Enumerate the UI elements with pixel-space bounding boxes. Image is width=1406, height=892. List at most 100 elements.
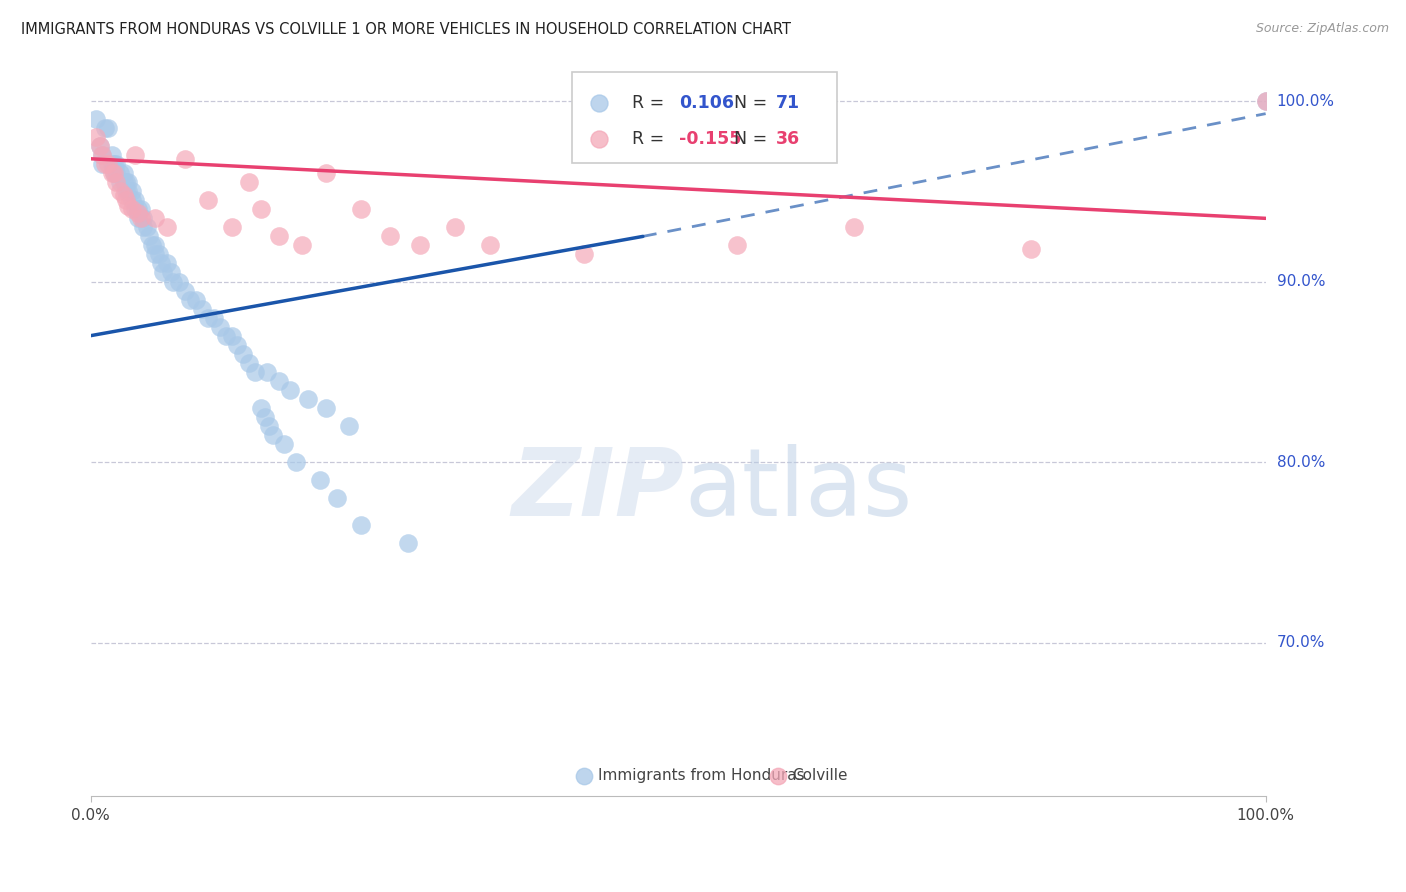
- Point: [127, 211, 149, 226]
- Point: [127, 202, 149, 217]
- Point: [156, 220, 179, 235]
- Text: R =: R =: [633, 94, 671, 112]
- Point: [238, 175, 260, 189]
- Point: [572, 247, 595, 261]
- Point: [162, 275, 184, 289]
- Point: [280, 383, 302, 397]
- Point: [152, 265, 174, 279]
- Text: Immigrants from Honduras: Immigrants from Honduras: [598, 768, 804, 783]
- Point: [115, 194, 138, 208]
- Point: [103, 166, 125, 180]
- FancyBboxPatch shape: [572, 72, 837, 163]
- Point: [89, 139, 111, 153]
- Point: [844, 220, 866, 235]
- Point: [156, 256, 179, 270]
- Point: [221, 220, 243, 235]
- Point: [124, 194, 146, 208]
- Text: 36: 36: [776, 129, 800, 147]
- Point: [588, 268, 610, 282]
- Point: [115, 184, 138, 198]
- Point: [100, 148, 122, 162]
- Point: [238, 356, 260, 370]
- Point: [197, 194, 219, 208]
- Point: [444, 220, 467, 235]
- Point: [150, 256, 173, 270]
- Point: [97, 157, 120, 171]
- Point: [588, 178, 610, 193]
- Point: [103, 166, 125, 180]
- Point: [408, 238, 430, 252]
- Point: [117, 184, 139, 198]
- Text: Source: ZipAtlas.com: Source: ZipAtlas.com: [1256, 22, 1389, 36]
- Text: atlas: atlas: [683, 444, 912, 536]
- Point: [208, 319, 231, 334]
- Point: [121, 184, 143, 198]
- Point: [232, 347, 254, 361]
- Point: [91, 148, 114, 162]
- Point: [262, 428, 284, 442]
- Point: [124, 148, 146, 162]
- Point: [129, 211, 152, 226]
- Point: [93, 157, 115, 171]
- Point: [725, 238, 748, 252]
- Point: [167, 275, 190, 289]
- Point: [91, 148, 114, 162]
- Point: [226, 337, 249, 351]
- Text: ZIP: ZIP: [512, 444, 683, 536]
- Point: [250, 401, 273, 415]
- Point: [86, 130, 108, 145]
- Text: Colville: Colville: [792, 768, 848, 783]
- Point: [173, 152, 195, 166]
- Point: [121, 202, 143, 217]
- Point: [143, 211, 166, 226]
- Point: [337, 419, 360, 434]
- Point: [105, 157, 128, 171]
- Point: [1254, 94, 1277, 108]
- Point: [243, 365, 266, 379]
- Point: [127, 206, 149, 220]
- Point: [326, 491, 349, 505]
- Point: [396, 536, 419, 550]
- Point: [273, 437, 295, 451]
- Point: [124, 202, 146, 217]
- Point: [197, 310, 219, 325]
- Point: [191, 301, 214, 316]
- Text: R =: R =: [633, 129, 671, 147]
- Point: [308, 473, 330, 487]
- Point: [202, 310, 225, 325]
- Point: [103, 157, 125, 171]
- Text: 90.0%: 90.0%: [1277, 274, 1326, 289]
- Point: [132, 220, 155, 235]
- Point: [380, 229, 402, 244]
- Point: [136, 220, 159, 235]
- Point: [108, 175, 131, 189]
- Point: [1254, 94, 1277, 108]
- Point: [100, 166, 122, 180]
- Point: [215, 328, 238, 343]
- Point: [129, 202, 152, 217]
- Text: N =: N =: [723, 129, 772, 147]
- Point: [121, 194, 143, 208]
- Point: [173, 284, 195, 298]
- Point: [91, 157, 114, 171]
- Point: [112, 166, 135, 180]
- Point: [108, 166, 131, 180]
- Point: [105, 175, 128, 189]
- Point: [89, 139, 111, 153]
- Point: [141, 238, 163, 252]
- Point: [253, 409, 276, 424]
- Point: [143, 238, 166, 252]
- Point: [117, 175, 139, 189]
- Point: [108, 184, 131, 198]
- Point: [148, 247, 170, 261]
- Point: [105, 166, 128, 180]
- Point: [1019, 242, 1042, 256]
- Point: [179, 293, 201, 307]
- Point: [315, 401, 337, 415]
- Point: [186, 293, 208, 307]
- Point: [97, 121, 120, 136]
- Point: [285, 455, 308, 469]
- Point: [132, 211, 155, 226]
- Point: [100, 157, 122, 171]
- Text: 0.106: 0.106: [679, 94, 734, 112]
